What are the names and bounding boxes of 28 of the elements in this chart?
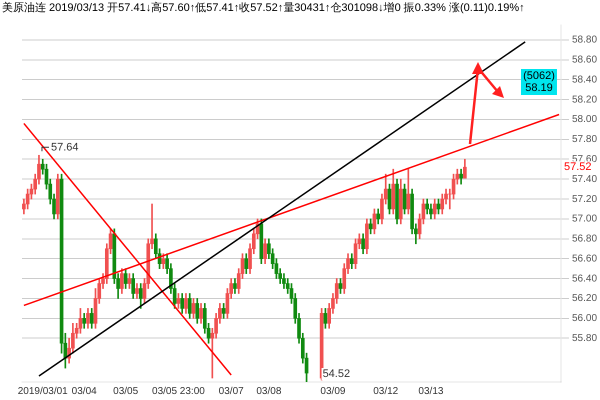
x-tick-label: 03/05 23:00 xyxy=(152,386,206,397)
y-tick-label: 56.80 xyxy=(572,234,598,245)
y-tick-label: 57.00 xyxy=(572,214,598,225)
x-tick-label: 03/08 xyxy=(256,386,282,397)
x-tick-label: 03/09 xyxy=(320,386,346,397)
annotation: 57.64 xyxy=(50,141,78,154)
x-tick-label: 2019/03/01 xyxy=(18,386,68,397)
chart-title: 美原油连 2019/03/13 开57.41↓高57.60↑低57.41↑收57.52↑量30431↑仓301098↓增0 振0.33% 涨(0.11)0.19%↑ xyxy=(1,0,526,16)
y-tick-label: 58.60 xyxy=(572,54,598,66)
y-tick-label: 58.20 xyxy=(572,94,598,106)
x-tick-label: 03/13 xyxy=(418,386,444,397)
x-tick-label: 03/05 xyxy=(113,386,139,397)
annotation: 54.52 xyxy=(322,368,350,380)
y-tick-label: 58.40 xyxy=(572,74,598,86)
y-tick-label: 57.40 xyxy=(572,174,598,185)
y-tick-label: 57.20 xyxy=(572,194,598,205)
y-tick-label: 57.80 xyxy=(572,134,598,146)
y-tick-label: 56.40 xyxy=(572,273,598,284)
annotation: (5062) 58.19 xyxy=(523,70,555,94)
x-tick-label: 03/12 xyxy=(373,386,399,397)
x-tick-label: 03/04 xyxy=(72,386,98,397)
y-tick-label: 58.00 xyxy=(572,114,598,126)
x-tick-label: 03/07 xyxy=(218,386,244,397)
y-tick-label: 56.60 xyxy=(572,253,598,264)
y-tick-label: 56.00 xyxy=(572,313,598,324)
y-tick-label: 55.80 xyxy=(572,332,598,344)
y-tick-label: 58.80 xyxy=(572,34,598,46)
y-tick-label: 56.20 xyxy=(572,293,598,304)
